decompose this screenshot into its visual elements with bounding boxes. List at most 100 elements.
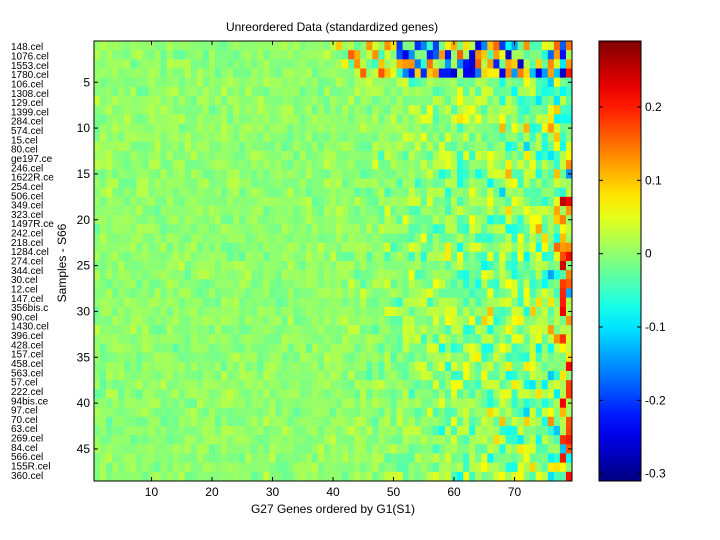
heatmap-cell — [360, 41, 367, 51]
heatmap-cell — [293, 371, 301, 381]
heatmap-cell — [402, 343, 410, 354]
heatmap-cell — [293, 471, 301, 482]
heatmap-cell — [196, 77, 204, 88]
heatmap-cell — [511, 325, 518, 335]
heatmap-cell — [239, 426, 246, 436]
heatmap-cell — [511, 169, 518, 179]
heatmap-cell — [444, 407, 452, 418]
heatmap-cell — [293, 453, 301, 464]
heatmap-cell — [372, 178, 379, 189]
heatmap-cell — [239, 371, 246, 381]
heatmap-cell — [366, 270, 373, 280]
heatmap-cell — [499, 114, 506, 124]
heatmap-cell — [450, 279, 458, 289]
heatmap-cell — [251, 361, 258, 372]
heatmap-cell — [178, 196, 186, 207]
heatmap-cell — [384, 334, 391, 344]
heatmap-cell — [299, 462, 307, 473]
heatmap-cell — [202, 288, 210, 299]
heatmap-cell — [432, 105, 440, 115]
heatmap-cell — [354, 50, 361, 60]
heatmap-cell — [481, 261, 488, 271]
heatmap-cell — [469, 151, 476, 161]
heatmap-cell — [275, 316, 282, 326]
heatmap-cell — [142, 444, 149, 454]
heatmap-cell — [106, 435, 113, 445]
heatmap-cell — [348, 141, 355, 152]
heatmap-cell — [553, 68, 561, 79]
heatmap-cell — [245, 178, 252, 189]
heatmap-cell — [511, 96, 518, 106]
heatmap-cell — [287, 371, 295, 381]
heatmap-cell — [293, 196, 301, 207]
heatmap-cell — [402, 59, 410, 69]
heatmap-cell — [178, 297, 186, 308]
heatmap-cell — [426, 325, 434, 335]
heatmap-cell — [172, 389, 180, 399]
heatmap-cell — [221, 151, 228, 161]
heatmap-cell — [553, 251, 561, 262]
heatmap-cell — [517, 306, 524, 317]
heatmap-cell — [245, 435, 252, 445]
heatmap-cell — [221, 371, 228, 381]
heatmap-cell — [112, 242, 119, 253]
heatmap-cell — [239, 160, 246, 170]
heatmap-cell — [457, 196, 464, 207]
heatmap-cell — [311, 380, 319, 390]
heatmap-cell — [487, 68, 494, 79]
heatmap-cell — [444, 77, 452, 88]
heatmap-cell — [172, 224, 180, 234]
heatmap-cell — [378, 398, 385, 409]
heatmap-cell — [438, 279, 446, 289]
heatmap-cell — [457, 59, 464, 69]
heatmap-cell — [535, 343, 543, 354]
heatmap-cell — [94, 361, 101, 372]
heatmap-cell — [94, 206, 101, 216]
heatmap-cell — [136, 380, 143, 390]
heatmap-cell — [323, 444, 331, 454]
heatmap-cell — [402, 380, 410, 390]
heatmap-cell — [221, 416, 228, 427]
heatmap-cell — [142, 141, 149, 152]
heatmap-cell — [547, 233, 555, 244]
heatmap-cell — [475, 233, 482, 244]
heatmap-cell — [166, 114, 174, 124]
heatmap-cell — [420, 114, 428, 124]
heatmap-cell — [523, 416, 531, 427]
heatmap-cell — [432, 151, 440, 161]
heatmap-cell — [215, 316, 222, 326]
heatmap-cell — [208, 50, 216, 60]
heatmap-cell — [172, 297, 180, 308]
heatmap-cell — [469, 251, 476, 262]
heatmap-cell — [202, 59, 210, 69]
heatmap-cell — [287, 105, 295, 115]
heatmap-cell — [469, 187, 476, 198]
heatmap-cell — [336, 407, 343, 418]
heatmap-cell — [481, 334, 488, 344]
heatmap-cell — [172, 41, 180, 51]
heatmap-cell — [396, 279, 403, 289]
heatmap-cell — [402, 371, 410, 381]
heatmap-cell — [384, 196, 391, 207]
row-label: 458.cel — [11, 359, 43, 370]
heatmap-cell — [390, 306, 397, 317]
heatmap-cell — [420, 288, 428, 299]
heatmap-cell — [450, 334, 458, 344]
heatmap-cell — [269, 233, 276, 244]
heatmap-cell — [293, 187, 301, 198]
heatmap-cell — [523, 160, 531, 170]
heatmap-cell — [378, 105, 385, 115]
heatmap-cell — [311, 206, 319, 216]
heatmap-cell — [372, 435, 379, 445]
heatmap-cell — [142, 59, 149, 69]
heatmap-cell — [287, 251, 295, 262]
heatmap-cell — [336, 59, 343, 69]
heatmap-cell — [154, 206, 161, 216]
heatmap-cell — [166, 41, 174, 51]
heatmap-cell — [293, 270, 301, 280]
heatmap-cell — [202, 233, 210, 244]
heatmap-cell — [202, 68, 210, 79]
heatmap-cell — [408, 169, 416, 179]
heatmap-cell — [221, 86, 228, 97]
heatmap-cell — [112, 380, 119, 390]
